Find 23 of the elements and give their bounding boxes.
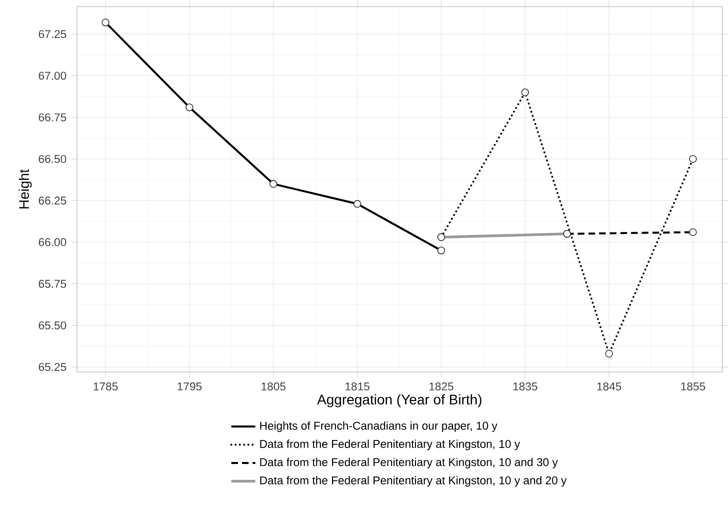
x-tick-label: 1795 bbox=[178, 382, 202, 390]
y-tick-label: 67.00 bbox=[38, 72, 66, 80]
y-tick-label: 66.00 bbox=[38, 238, 66, 246]
legend-label: Data from the Federal Penitentiary at Kingston, 10 and 30 y bbox=[260, 458, 558, 468]
legend-label: Data from the Federal Penitentiary at Kingston, 10 y and 20 y bbox=[260, 476, 567, 487]
x-tick-label: 1815 bbox=[346, 382, 370, 390]
y-tick-label: 65.75 bbox=[38, 280, 66, 288]
y-tick-label: 66.50 bbox=[38, 154, 66, 163]
legend-label: Data from the Federal Penitentiary at Kingston, 10 y bbox=[260, 440, 520, 450]
x-tick-label: 1835 bbox=[513, 382, 538, 390]
legend-label: Heights of French-Canadians in our paper, 10 y bbox=[260, 421, 498, 432]
y-tick-label: 66.25 bbox=[38, 196, 66, 205]
x-axis-title: Aggregation (Year of Birth) bbox=[317, 394, 482, 408]
y-tick-label: 66.75 bbox=[38, 113, 66, 122]
y-tick-label: 65.50 bbox=[38, 321, 66, 330]
x-tick-label: 1855 bbox=[681, 382, 706, 390]
y-tick-label: 67.25 bbox=[38, 30, 66, 38]
y-axis-title: Height bbox=[18, 169, 32, 208]
x-tick-label: 1825 bbox=[429, 382, 454, 390]
y-tick-label: 65.25 bbox=[38, 362, 66, 371]
x-tick-label: 1845 bbox=[597, 382, 622, 390]
x-tick-label: 1785 bbox=[94, 382, 118, 390]
x-tick-label: 1805 bbox=[262, 382, 286, 390]
